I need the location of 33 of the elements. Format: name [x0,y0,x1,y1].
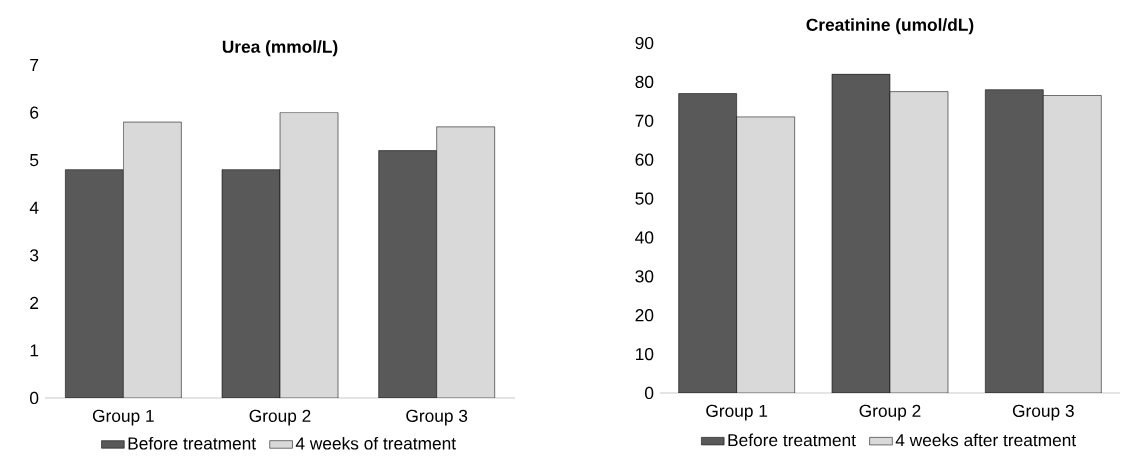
x-tick-label: Group 1 [92,409,154,426]
y-tick-label: 70 [635,114,654,127]
y-tick-label: 60 [635,153,654,166]
y-tick-label: 4 [29,201,39,214]
legend-label: Before treatment [728,433,856,447]
y-tick-label: 10 [636,347,654,361]
bar [889,91,949,393]
x-tick-label: Group 3 [406,409,468,426]
y-tick-label: 2 [30,296,39,309]
y-tick-label: 20 [635,309,654,322]
bar [1043,95,1102,393]
chart-title: Urea (mmol/L) [222,40,338,57]
x-tick-label: Group 2 [249,409,311,426]
bar [736,116,795,393]
y-tick-label: 80 [635,75,654,89]
y-tick-label: 90 [635,36,654,50]
y-tick-label: 0 [645,386,654,400]
x-tick-label: Group 2 [859,404,921,421]
y-tick-label: 7 [30,59,39,71]
legend-label: Before treatment [128,436,256,450]
x-tick-label: Group 3 [1012,404,1074,421]
y-tick-label: 6 [30,106,39,119]
y-tick-label: 40 [635,231,654,244]
legend-label: 4 weeks after treatment [895,433,1077,447]
y-tick-label: 30 [635,270,654,283]
legend-label: 4 weeks of treatment [295,436,456,450]
y-tick-label: 5 [30,154,39,167]
chart-title: Creatinine (umol/dL) [806,18,974,35]
x-tick-label: Group 1 [706,404,768,421]
y-tick-label: 50 [635,192,654,205]
y-tick-label: 3 [30,249,39,262]
y-tick-label: 1 [30,344,39,357]
y-tick-label: 0 [30,391,39,405]
